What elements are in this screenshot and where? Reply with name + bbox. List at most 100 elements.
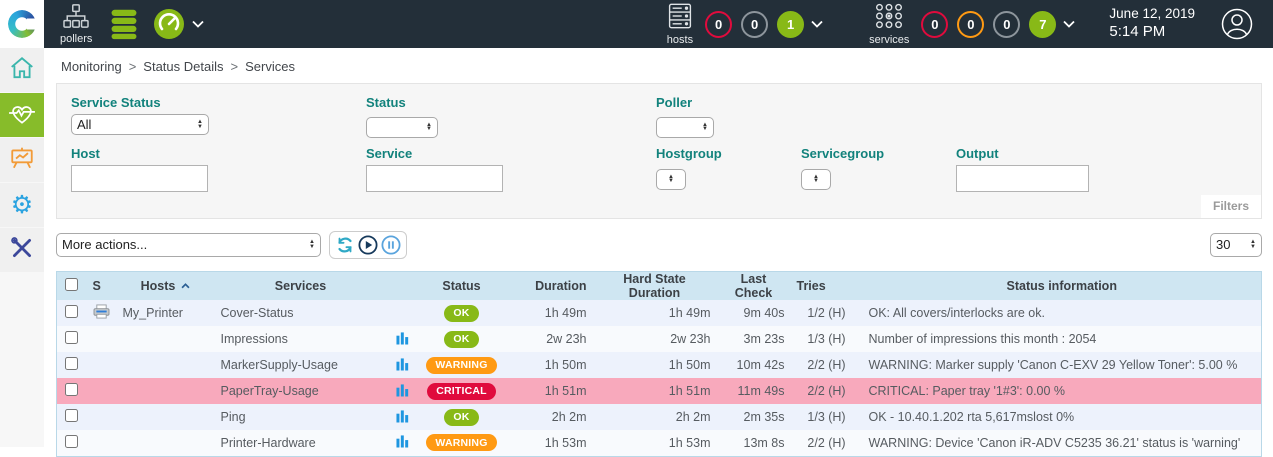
filter-output: Output [956, 143, 1247, 192]
service-count-badge[interactable]: 0 [921, 11, 948, 38]
col-tries[interactable]: Tries [791, 271, 863, 300]
tries-cell: 1/3 (H) [791, 404, 863, 430]
play-refresh-button[interactable] [358, 235, 378, 255]
host-count-badge[interactable]: 0 [705, 11, 732, 38]
table-row[interactable]: Impressions OK 2w 23h 2w 23h 3m 23s 1/3 … [57, 326, 1262, 352]
status-information-cell: WARNING: Device 'Canon iR-ADV C5235 36.2… [863, 430, 1262, 456]
latency-gauge-icon[interactable] [153, 8, 185, 40]
refresh-button[interactable] [335, 235, 355, 255]
status-information-cell: CRITICAL: Paper tray '1#3': 0.00 % [863, 378, 1262, 404]
service-name[interactable]: MarkerSupply-Usage [221, 358, 338, 372]
sidebar-item-monitoring[interactable] [0, 93, 44, 137]
graph-icon[interactable] [396, 334, 409, 348]
host-count-badge[interactable]: 0 [741, 11, 768, 38]
row-checkbox[interactable] [65, 435, 78, 448]
user-menu[interactable] [1221, 8, 1253, 40]
host-name[interactable]: My_Printer [123, 306, 183, 320]
col-status-information[interactable]: Status information [863, 271, 1262, 300]
filter-host: Host [71, 143, 366, 192]
graph-icon[interactable] [396, 360, 409, 374]
host-count-badge[interactable]: 1 [777, 11, 804, 38]
last-check-cell: 2m 35s [717, 404, 791, 430]
col-services[interactable]: Services [215, 271, 387, 300]
host-input[interactable] [71, 165, 208, 192]
tries-cell: 2/2 (H) [791, 430, 863, 456]
col-hard-state-duration[interactable]: Hard State Duration [593, 271, 717, 300]
output-input[interactable] [956, 165, 1089, 192]
pollers-menu[interactable]: pollers [60, 4, 92, 45]
printer-icon [93, 308, 110, 322]
graph-icon[interactable] [396, 412, 409, 426]
more-actions-value: More actions... [62, 237, 147, 252]
sidebar-item-configuration[interactable]: ⚙ [0, 183, 44, 227]
sidebar: ⚙ [0, 48, 44, 447]
service-name[interactable]: Ping [221, 410, 246, 424]
row-checkbox[interactable] [65, 331, 78, 344]
sidebar-item-home[interactable] [0, 48, 44, 92]
row-checkbox[interactable] [65, 357, 78, 370]
filter-panel: Service Status All ▲▼ Status ▲▼ Poller ▲… [56, 83, 1262, 219]
hosts-label: hosts [667, 34, 693, 46]
database-status-icon[interactable] [108, 8, 140, 40]
centreon-logo[interactable] [0, 0, 44, 48]
service-name[interactable]: Cover-Status [221, 306, 294, 320]
table-header-row: S Hosts Services Status Duration Hard St… [57, 271, 1262, 300]
table-row[interactable]: MarkerSupply-Usage WARNING 1h 50m 1h 50m… [57, 352, 1262, 378]
tries-cell: 1/3 (H) [791, 326, 863, 352]
hosts-menu[interactable]: hosts [667, 3, 693, 46]
status-badge: OK [444, 305, 478, 322]
sidebar-item-reporting[interactable] [0, 138, 44, 182]
service-name[interactable]: Printer-Hardware [221, 436, 316, 450]
service-status-select[interactable]: All ▲▼ [71, 114, 209, 135]
status-information-cell: WARNING: Marker supply 'Canon C-EXV 29 Y… [863, 352, 1262, 378]
graph-icon[interactable] [396, 386, 409, 400]
last-check-cell: 11m 49s [717, 378, 791, 404]
col-duration[interactable]: Duration [505, 271, 593, 300]
services-chevron-down-icon[interactable] [1063, 20, 1075, 28]
col-hosts[interactable]: Hosts [117, 271, 215, 300]
duration-cell: 2w 23h [505, 326, 593, 352]
service-count-badge[interactable]: 7 [1029, 11, 1056, 38]
pause-refresh-button[interactable] [381, 235, 401, 255]
row-checkbox[interactable] [65, 409, 78, 422]
row-checkbox[interactable] [65, 383, 78, 396]
filter-poller: Poller ▲▼ [656, 92, 1247, 138]
sidebar-item-administration[interactable] [0, 228, 44, 272]
service-name[interactable]: PaperTray-Usage [221, 384, 319, 398]
more-actions-select[interactable]: More actions... ▲▼ [56, 233, 321, 257]
service-input[interactable] [366, 165, 503, 192]
table-row[interactable]: My_Printer Cover-Status OK 1h 49m 1h 49m… [57, 300, 1262, 326]
poller-chevron-down-icon[interactable] [192, 20, 204, 28]
service-name[interactable]: Impressions [221, 332, 288, 346]
hostgroup-select[interactable]: ▲▼ [656, 169, 686, 190]
graph-icon[interactable] [396, 437, 409, 451]
select-all-checkbox[interactable] [65, 278, 78, 291]
monitoring-heart-icon [8, 100, 36, 131]
col-status[interactable]: Status [419, 271, 505, 300]
status-select[interactable]: ▲▼ [366, 117, 438, 138]
table-row[interactable]: Printer-Hardware WARNING 1h 53m 1h 53m 1… [57, 430, 1262, 456]
services-menu[interactable]: services [869, 3, 909, 46]
reporting-chart-icon [9, 145, 35, 176]
page-size-select[interactable]: 30 ▲▼ [1210, 233, 1262, 257]
row-checkbox[interactable] [65, 305, 78, 318]
breadcrumb-item[interactable]: Monitoring [61, 59, 122, 74]
poller-label: Poller [656, 95, 1247, 110]
table-row[interactable]: PaperTray-Usage CRITICAL 1h 51m 1h 51m 1… [57, 378, 1262, 404]
table-row[interactable]: Ping OK 2h 2m 2h 2m 2m 35s 1/3 (H) OK - … [57, 404, 1262, 430]
servicegroup-select[interactable]: ▲▼ [801, 169, 831, 190]
service-count-badge[interactable]: 0 [957, 11, 984, 38]
service-status-label: Service Status [71, 95, 366, 110]
col-s[interactable]: S [87, 271, 117, 300]
breadcrumb-item[interactable]: Status Details [143, 59, 223, 74]
poller-select[interactable]: ▲▼ [656, 117, 714, 138]
filter-hostgroup: Hostgroup ▲▼ [656, 143, 801, 192]
service-count-badge[interactable]: 0 [993, 11, 1020, 38]
col-last-check[interactable]: Last Check [717, 271, 791, 300]
hosts-chevron-down-icon[interactable] [811, 20, 823, 28]
select-arrows-icon: ▲▼ [668, 175, 674, 184]
select-arrows-icon: ▲▼ [702, 123, 708, 132]
servicegroup-label: Servicegroup [801, 146, 956, 161]
